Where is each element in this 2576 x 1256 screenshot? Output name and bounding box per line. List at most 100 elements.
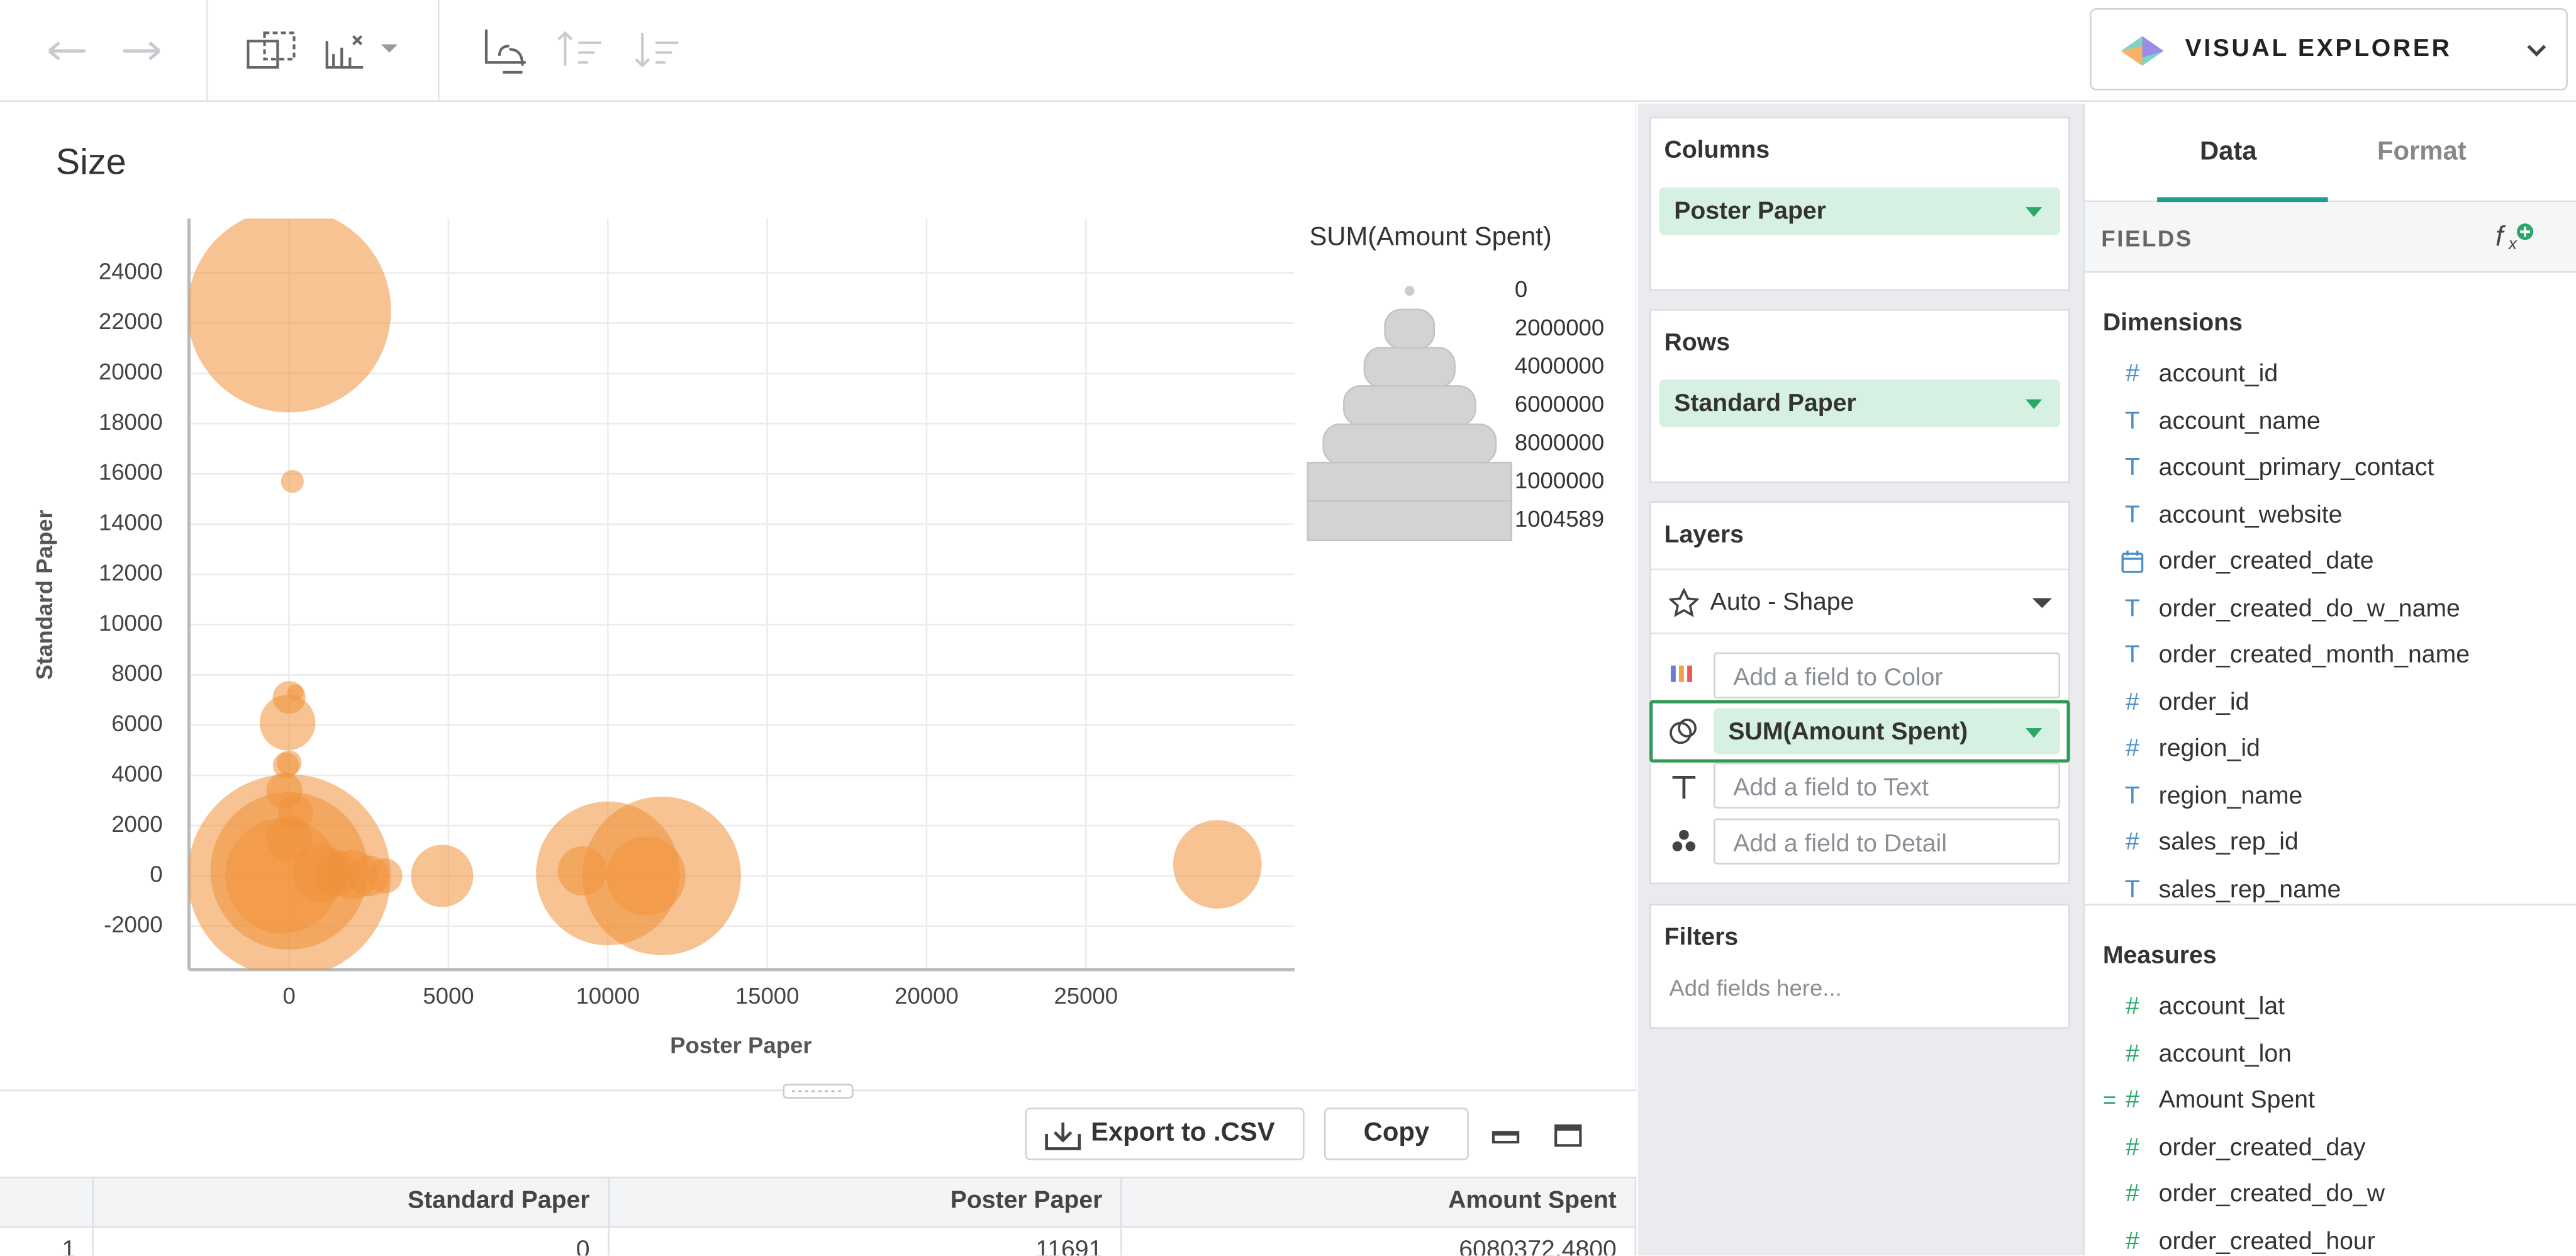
field-item[interactable]: order_created_date bbox=[2158, 547, 2374, 576]
fields-header bbox=[2085, 202, 2576, 273]
field-icon: # bbox=[2125, 992, 2139, 1021]
x-tick-label: 25000 bbox=[1054, 983, 1118, 1009]
field-icon: # bbox=[2125, 687, 2139, 716]
y-tick-label: 0 bbox=[150, 861, 162, 887]
shelf-title: Filters bbox=[1664, 923, 1739, 952]
y-tick-label: 14000 bbox=[99, 510, 163, 535]
detail-slot[interactable]: Add a field to Detail bbox=[1713, 818, 2060, 865]
table-cell: 1 bbox=[62, 1235, 76, 1256]
bubble bbox=[276, 750, 302, 776]
column-border bbox=[1634, 1176, 1637, 1256]
x-axis-label: Poster Paper bbox=[670, 1032, 811, 1058]
tab[interactable]: Format bbox=[2377, 138, 2467, 166]
swap-axes-icon[interactable] bbox=[484, 30, 526, 74]
resize-grip[interactable] bbox=[782, 1083, 854, 1099]
column-header[interactable]: Standard Paper bbox=[408, 1186, 590, 1214]
bubble bbox=[266, 815, 312, 861]
field-icon: T bbox=[2124, 641, 2140, 669]
field-pill[interactable]: Poster Paper bbox=[1659, 187, 2060, 235]
copy-button[interactable]: Copy bbox=[1324, 1107, 1469, 1160]
sort-desc-icon[interactable] bbox=[635, 33, 679, 68]
columns-card: Columns Poster Paper bbox=[1649, 116, 2070, 291]
y-tick-label: 22000 bbox=[99, 308, 163, 334]
field-item[interactable]: region_id bbox=[2158, 734, 2260, 763]
bubble bbox=[259, 695, 316, 751]
redo-icon[interactable] bbox=[123, 41, 160, 61]
field-icon: T bbox=[2124, 875, 2140, 904]
bubble bbox=[606, 836, 686, 916]
field-icon: # bbox=[2125, 1133, 2139, 1162]
field-pill[interactable]: Standard Paper bbox=[1659, 379, 2060, 428]
text-slot[interactable]: Add a field to Text bbox=[1713, 762, 2060, 809]
product-switcher[interactable]: VISUAL EXPLORER bbox=[2089, 8, 2568, 91]
column-header[interactable]: Amount Spent bbox=[1448, 1186, 1617, 1214]
bubble bbox=[557, 846, 607, 896]
undo-icon[interactable] bbox=[48, 41, 86, 61]
field-item[interactable]: order_created_day bbox=[2158, 1133, 2366, 1162]
field-item[interactable]: account_name bbox=[2158, 407, 2321, 435]
layer-type-select[interactable]: Auto - Shape bbox=[1651, 568, 2069, 635]
date-icon bbox=[2121, 550, 2144, 573]
active-tab-indicator bbox=[2157, 197, 2328, 203]
shelf-title: Columns bbox=[1664, 136, 1770, 165]
tab[interactable]: Data bbox=[2199, 138, 2257, 166]
filters-placeholder[interactable]: Add fields here... bbox=[1669, 974, 1842, 1001]
field-item[interactable]: account_id bbox=[2158, 359, 2278, 388]
copy-label: Copy bbox=[1363, 1119, 1430, 1147]
bubble bbox=[1173, 820, 1262, 909]
column-border bbox=[608, 1176, 610, 1256]
y-tick-label: 20000 bbox=[99, 359, 163, 384]
sort-asc-icon[interactable] bbox=[557, 31, 601, 66]
field-marker: = bbox=[2102, 1086, 2117, 1113]
field-item[interactable]: order_created_do_w_name bbox=[2158, 594, 2460, 622]
table-header bbox=[0, 1176, 1637, 1228]
bubble bbox=[281, 469, 304, 493]
layers-card: Layers Auto - Shape Add a field to Color… bbox=[1649, 501, 2070, 885]
field-item[interactable]: account_lon bbox=[2158, 1039, 2292, 1068]
pane-size-icons[interactable] bbox=[1492, 1121, 1590, 1150]
field-item[interactable]: sales_rep_id bbox=[2158, 828, 2299, 856]
size-legend-glyph bbox=[1307, 461, 1512, 503]
x-tick-label: 10000 bbox=[576, 983, 640, 1009]
size-pill[interactable]: SUM(Amount Spent) bbox=[1713, 708, 2060, 754]
chart-title: Size bbox=[56, 142, 126, 182]
field-item[interactable]: region_name bbox=[2158, 781, 2303, 810]
size-legend-title: SUM(Amount Spent) bbox=[1309, 221, 1551, 251]
field-item[interactable]: order_created_month_name bbox=[2158, 641, 2470, 669]
field-item[interactable]: sales_rep_name bbox=[2158, 875, 2341, 904]
table-cell: 11691 bbox=[1035, 1235, 1103, 1256]
field-icon: # bbox=[2125, 1039, 2139, 1068]
field-item[interactable]: order_created_do_w bbox=[2158, 1180, 2385, 1208]
size-legend-label: 4000000 bbox=[1515, 353, 1604, 379]
x-tick-label: 5000 bbox=[423, 983, 474, 1009]
field-item[interactable]: account_primary_contact bbox=[2158, 453, 2434, 482]
field-item[interactable]: account_lat bbox=[2158, 992, 2285, 1021]
field-item[interactable]: order_created_hour bbox=[2158, 1226, 2375, 1255]
field-icon: # bbox=[2125, 734, 2139, 763]
clear-chart-icon[interactable] bbox=[325, 41, 364, 69]
filters-card: Filters Add fields here... bbox=[1649, 904, 2070, 1029]
field-icon: # bbox=[2125, 1086, 2139, 1114]
field-item[interactable]: Amount Spent bbox=[2158, 1086, 2315, 1114]
y-tick-label: 10000 bbox=[99, 610, 163, 636]
add-chart-icon[interactable] bbox=[247, 40, 279, 69]
x-tick-label: 15000 bbox=[735, 983, 800, 1009]
export-button[interactable]: Export to .CSV bbox=[1025, 1107, 1305, 1160]
column-header[interactable]: Poster Paper bbox=[950, 1186, 1103, 1214]
x-tick-label: 0 bbox=[282, 983, 295, 1009]
bubble bbox=[189, 218, 391, 413]
color-slot[interactable]: Add a field to Color bbox=[1713, 652, 2060, 698]
field-icon: # bbox=[2125, 359, 2139, 388]
data-table: Standard Paper Poster Paper Amount Spent 1 0… bbox=[0, 1176, 1637, 1256]
size-legend-label: 1004589 bbox=[1515, 506, 1604, 532]
shelf-title: Layers bbox=[1664, 520, 1744, 549]
field-item[interactable]: order_id bbox=[2158, 687, 2250, 716]
field-item[interactable]: account_website bbox=[2158, 500, 2343, 529]
shelf-title: Rows bbox=[1664, 328, 1731, 357]
toolbar-icons bbox=[48, 0, 679, 102]
size-legend-glyph bbox=[1404, 286, 1415, 296]
column-border bbox=[92, 1176, 94, 1256]
